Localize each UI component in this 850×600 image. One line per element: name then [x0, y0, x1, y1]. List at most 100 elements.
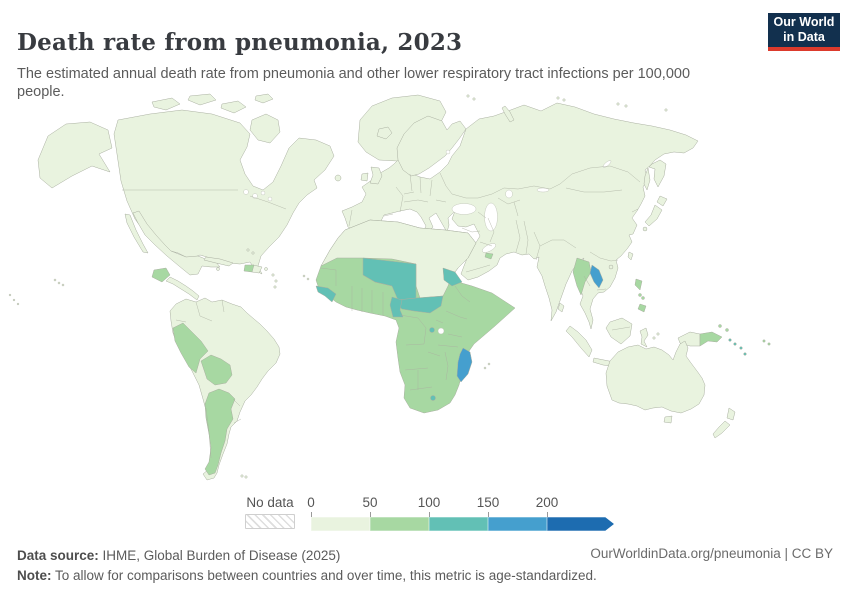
island-hainan[interactable]	[608, 264, 614, 270]
country-new-zealand[interactable]	[712, 407, 736, 439]
islands-falkland[interactable]	[244, 475, 248, 479]
island-puerto-rico[interactable]	[264, 267, 268, 271]
region-central-america[interactable]	[165, 276, 200, 301]
island-reunion[interactable]	[487, 362, 491, 366]
country-united-kingdom[interactable]	[369, 166, 383, 185]
lake-baikal	[602, 160, 612, 168]
country-eritrea[interactable]	[442, 267, 463, 287]
island-kyushu[interactable]	[642, 226, 648, 232]
islands-solomon[interactable]	[733, 342, 737, 346]
owid-logo[interactable]: Our World in Data	[768, 13, 840, 51]
island-jamaica[interactable]	[216, 267, 220, 271]
country-haiti[interactable]	[243, 264, 255, 273]
islands-bahamas[interactable]	[251, 251, 255, 255]
islands-cape-verde[interactable]	[306, 277, 310, 281]
islands-solomon[interactable]	[739, 346, 743, 350]
legend-no-data[interactable]: No data	[245, 495, 295, 529]
world-choropleth-map[interactable]	[0, 90, 850, 490]
islands-svalbard[interactable]	[466, 94, 470, 98]
country-cuba[interactable]	[203, 256, 234, 267]
chart-subtitle: The estimated annual death rate from pne…	[17, 65, 691, 100]
islands-hawaii[interactable]	[57, 281, 61, 285]
country-australia[interactable]	[605, 340, 706, 414]
islands-fiji[interactable]	[767, 342, 771, 346]
region-alaska[interactable]	[37, 121, 113, 189]
region-canada-usa[interactable]	[113, 109, 335, 275]
islands-solomon[interactable]	[728, 338, 732, 342]
borders-middle-east	[461, 211, 495, 273]
region-guinea-sierra-leone[interactable]	[315, 285, 337, 303]
borders-russia-central-asia	[477, 165, 641, 217]
country-peru[interactable]	[172, 322, 209, 374]
legend-bin-200-plus[interactable]	[547, 517, 614, 531]
island-mauritius[interactable]	[483, 366, 487, 370]
islands-fiji[interactable]	[762, 339, 766, 343]
region-eurasia[interactable]	[341, 102, 699, 330]
borders-south-america	[175, 299, 242, 459]
islands-bismarck[interactable]	[725, 328, 729, 332]
islands-pacific[interactable]	[12, 298, 16, 302]
islands-arctic-russia[interactable]	[556, 96, 560, 100]
islands-arctic-russia[interactable]	[616, 102, 620, 106]
legend-no-data-label: No data	[246, 495, 294, 510]
island-newfoundland[interactable]	[334, 174, 342, 182]
country-cameroon[interactable]	[389, 296, 404, 318]
country-myanmar[interactable]	[572, 257, 592, 296]
legend-tick-marks	[311, 512, 614, 517]
islands-pacific[interactable]	[16, 302, 20, 306]
islands-hawaii[interactable]	[61, 283, 65, 287]
country-ireland[interactable]	[360, 172, 369, 182]
country-bolivia[interactable]	[200, 354, 233, 386]
islands-lesser-antilles[interactable]	[271, 273, 275, 277]
country-japan[interactable]	[644, 195, 668, 227]
islands-bahamas[interactable]	[246, 248, 250, 252]
legend-bin-100-150[interactable]	[429, 517, 488, 531]
country-philippines[interactable]	[634, 278, 647, 313]
island-tasmania[interactable]	[663, 415, 673, 424]
legend-bin-150-200[interactable]	[488, 517, 547, 531]
island-taiwan[interactable]	[627, 251, 634, 261]
islands-moluccas[interactable]	[652, 336, 656, 340]
region-north-africa[interactable]	[320, 219, 477, 299]
islands-moluccas[interactable]	[656, 332, 660, 336]
islands-falkland[interactable]	[240, 474, 244, 478]
region-south-america[interactable]	[169, 297, 281, 481]
islands-arctic-russia[interactable]	[664, 108, 668, 112]
island-sumatra[interactable]	[565, 325, 593, 358]
country-burundi[interactable]	[429, 327, 435, 333]
legend-bin-0-50[interactable]	[311, 517, 370, 531]
island-borneo[interactable]	[605, 317, 633, 345]
country-sri-lanka[interactable]	[557, 302, 565, 313]
islands-svalbard[interactable]	[472, 97, 476, 101]
legend-no-data-swatch[interactable]	[245, 514, 295, 529]
region-arctic-islands[interactable]	[151, 93, 281, 144]
island-novaya-zemlya[interactable]	[501, 105, 515, 123]
country-united-arab-emirates[interactable]	[484, 252, 494, 260]
islands-arctic-russia[interactable]	[624, 104, 628, 108]
islands-hawaii[interactable]	[53, 278, 57, 282]
country-madagascar[interactable]	[456, 347, 473, 383]
islands-lesser-antilles[interactable]	[273, 285, 277, 289]
islands-lesser-antilles[interactable]	[274, 279, 278, 283]
island-sulawesi[interactable]	[639, 327, 649, 348]
chart-footer: Data source: IHME, Global Burden of Dise…	[17, 546, 597, 586]
country-lesotho[interactable]	[430, 395, 436, 401]
footer-link[interactable]: OurWorldinData.org/pneumonia | CC BY	[590, 546, 833, 561]
country-iceland[interactable]	[376, 126, 393, 140]
islands-philippines-visayas[interactable]	[638, 293, 642, 297]
data-source-label: Data source:	[17, 548, 99, 563]
islands-arctic-russia[interactable]	[562, 98, 566, 102]
islands-cape-verde[interactable]	[302, 274, 306, 278]
legend-bin-50-100[interactable]	[370, 517, 429, 531]
sea-caspian	[484, 202, 498, 232]
island-sakhalin[interactable]	[643, 167, 651, 191]
islands-philippines-visayas[interactable]	[641, 296, 645, 300]
country-guatemala[interactable]	[151, 267, 171, 283]
region-scandinavia[interactable]	[396, 115, 467, 177]
map-layer-bin0-overlay	[320, 219, 477, 299]
islands-pacific[interactable]	[8, 293, 12, 297]
country-laos[interactable]	[589, 264, 604, 289]
country-papua-new-guinea[interactable]	[699, 331, 723, 347]
islands-bismarck[interactable]	[718, 324, 722, 328]
islands-vanuatu[interactable]	[743, 352, 747, 356]
